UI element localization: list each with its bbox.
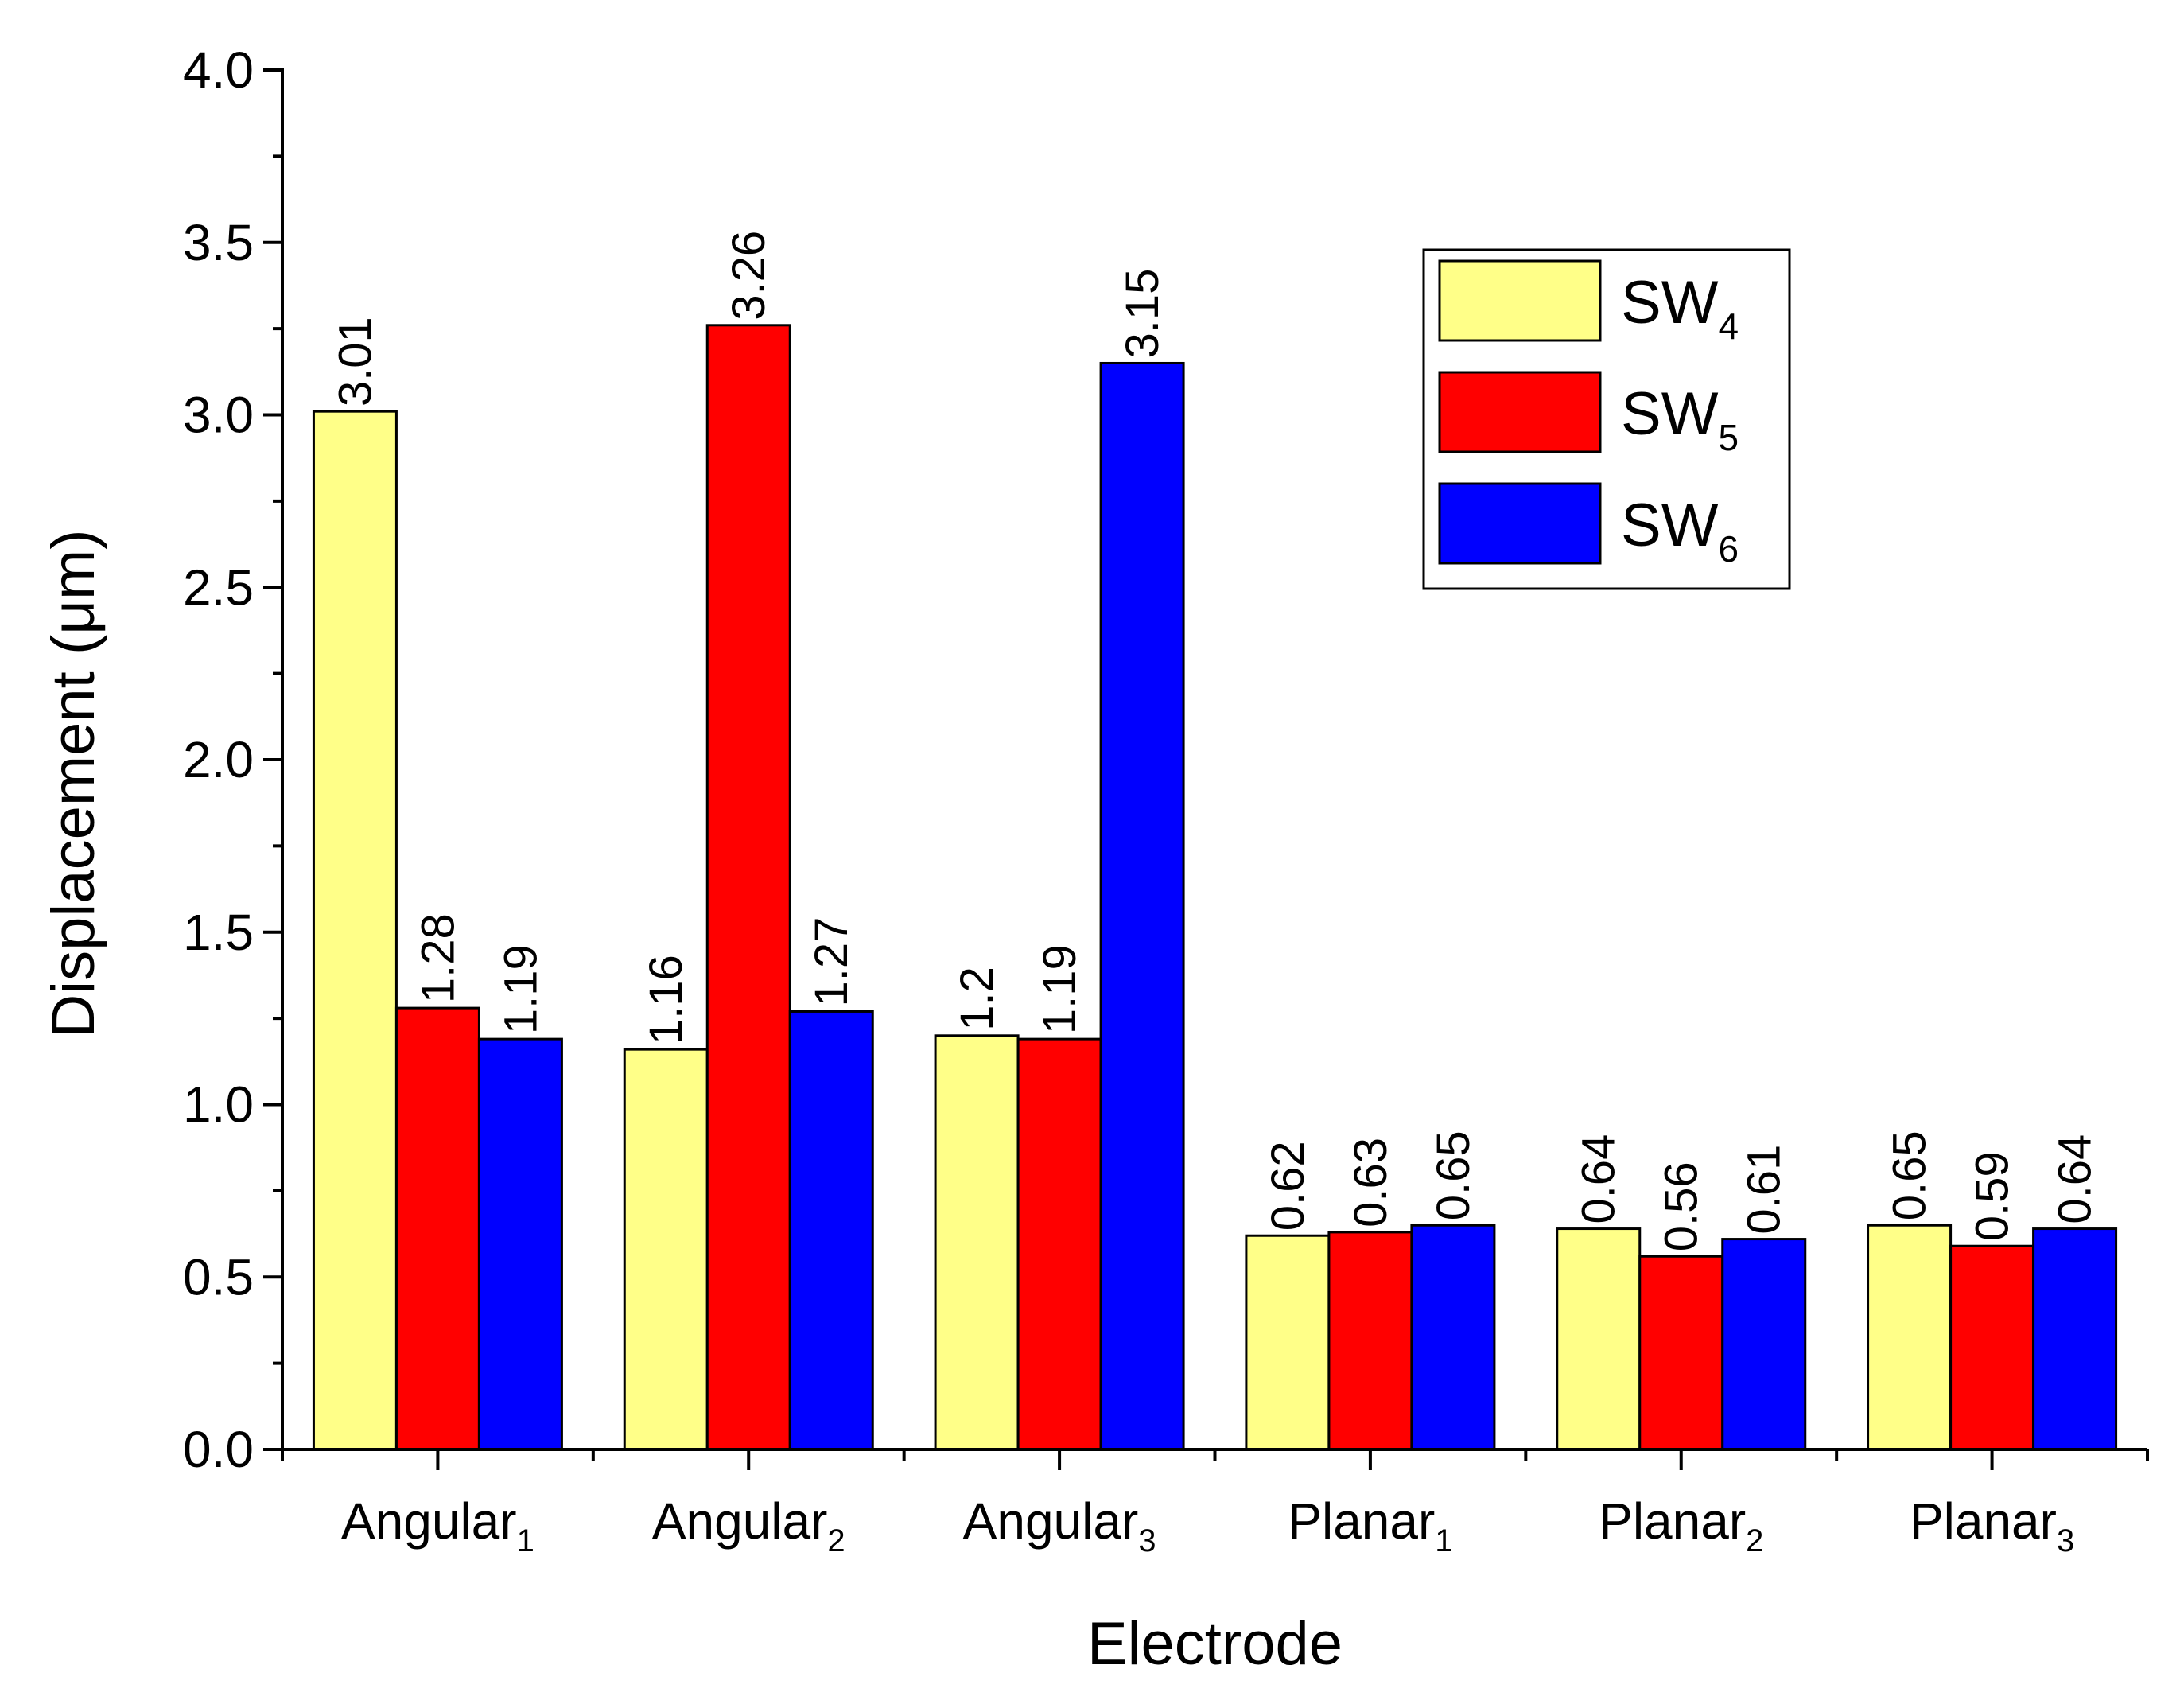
bar-sw6-angular1 bbox=[477, 1037, 563, 1451]
x-tick-label: Angular3 bbox=[963, 1492, 1156, 1558]
y-tick-label: 4.0 bbox=[183, 41, 254, 99]
data-label: 1.16 bbox=[640, 955, 692, 1045]
x-tick-label-base: Planar bbox=[1288, 1492, 1435, 1550]
x-tick-label: Planar1 bbox=[1288, 1492, 1452, 1558]
y-tick-label: 3.0 bbox=[183, 387, 254, 444]
bar-sw5-planar1 bbox=[1327, 1231, 1413, 1451]
legend-swatch-sw5 bbox=[1438, 371, 1602, 453]
bar-sw5-angular2 bbox=[705, 324, 791, 1451]
y-axis-title: Displacement (μm) bbox=[40, 529, 107, 1037]
bar-sw5-planar2 bbox=[1638, 1255, 1724, 1451]
data-label: 0.56 bbox=[1656, 1161, 1708, 1251]
x-tick-label-base: Planar bbox=[1910, 1492, 2057, 1550]
legend-label-subscript: 5 bbox=[1718, 417, 1739, 458]
x-tick-label-subscript: 3 bbox=[1138, 1523, 1156, 1558]
data-label: 1.27 bbox=[806, 917, 857, 1007]
x-tick-label-base: Angular bbox=[963, 1492, 1139, 1550]
bar-sw4-planar1 bbox=[1245, 1234, 1331, 1451]
x-tick-label-base: Angular bbox=[341, 1492, 517, 1550]
data-label: 0.61 bbox=[1739, 1145, 1790, 1235]
data-label: 1.19 bbox=[495, 944, 546, 1034]
legend-swatch-sw4 bbox=[1438, 259, 1602, 342]
x-tick-label-base: Planar bbox=[1599, 1492, 1746, 1550]
x-tick-label: Planar2 bbox=[1599, 1492, 1763, 1558]
legend-label-base: SW bbox=[1621, 380, 1719, 448]
bar-sw4-angular2 bbox=[623, 1048, 709, 1451]
legend-label-base: SW bbox=[1621, 269, 1719, 337]
bar-sw6-planar3 bbox=[2032, 1227, 2118, 1451]
bar-sw6-angular2 bbox=[788, 1010, 874, 1451]
bar-sw5-angular3 bbox=[1016, 1037, 1102, 1451]
bar-sw4-planar2 bbox=[1556, 1227, 1642, 1451]
x-tick-label: Angular2 bbox=[652, 1492, 845, 1558]
y-tick-label: 1.0 bbox=[183, 1076, 254, 1134]
legend-label-subscript: 6 bbox=[1718, 528, 1739, 570]
data-label: 0.64 bbox=[1573, 1134, 1625, 1224]
data-label: 1.28 bbox=[412, 913, 464, 1003]
x-axis-title: Electrode bbox=[1087, 1610, 1343, 1678]
y-tick-label: 3.5 bbox=[183, 214, 254, 271]
bar-sw6-planar2 bbox=[1721, 1238, 1807, 1451]
data-label: 0.64 bbox=[2050, 1134, 2101, 1224]
data-label: 3.01 bbox=[329, 317, 381, 407]
bar-sw4-angular1 bbox=[312, 410, 398, 1451]
legend-label: SW4 bbox=[1621, 269, 1739, 347]
data-label: 1.2 bbox=[951, 967, 1003, 1031]
axis-titles: Electrode Displacement (μm) bbox=[40, 529, 1343, 1678]
data-label: 3.26 bbox=[723, 231, 775, 321]
y-tick-label: 2.5 bbox=[183, 558, 254, 616]
bar-sw5-planar3 bbox=[1949, 1244, 2035, 1451]
y-tick-label: 1.5 bbox=[183, 904, 254, 961]
bars-layer bbox=[312, 324, 2118, 1451]
legend-label: SW5 bbox=[1621, 380, 1739, 458]
y-tick-label: 2.0 bbox=[183, 731, 254, 788]
x-tick-label-subscript: 1 bbox=[1435, 1523, 1452, 1558]
bar-sw6-angular3 bbox=[1099, 361, 1185, 1451]
legend-label-subscript: 4 bbox=[1718, 305, 1739, 347]
data-label: 0.65 bbox=[1428, 1130, 1479, 1220]
y-tick-label: 0.5 bbox=[183, 1248, 254, 1305]
bar-sw4-angular3 bbox=[934, 1034, 1020, 1451]
legend-label: SW6 bbox=[1621, 492, 1739, 570]
legend-label-base: SW bbox=[1621, 492, 1719, 559]
data-label: 0.62 bbox=[1262, 1141, 1314, 1231]
x-tick-label-subscript: 3 bbox=[2057, 1523, 2074, 1558]
x-tick-label-base: Angular bbox=[652, 1492, 828, 1550]
x-tick-label-subscript: 1 bbox=[517, 1523, 534, 1558]
data-label: 0.59 bbox=[1967, 1151, 2019, 1241]
data-label: 0.65 bbox=[1884, 1130, 1936, 1220]
legend-swatch-sw6 bbox=[1438, 482, 1602, 565]
data-labels-layer: 3.01 1.28 1.19 1.16 3.26 1.27 1.2 1.19 3.15 0.62 0… bbox=[329, 231, 2100, 1251]
data-label: 0.63 bbox=[1345, 1138, 1397, 1227]
x-tick-label-subscript: 2 bbox=[1746, 1523, 1763, 1558]
data-label: 1.19 bbox=[1034, 944, 1086, 1034]
x-tick-label: Planar3 bbox=[1910, 1492, 2074, 1558]
bar-sw4-planar3 bbox=[1867, 1224, 1953, 1451]
x-tick-label-subscript: 2 bbox=[827, 1523, 845, 1558]
bar-sw6-planar1 bbox=[1410, 1224, 1496, 1451]
data-label: 3.15 bbox=[1117, 269, 1168, 359]
x-tick-label: Angular1 bbox=[341, 1492, 534, 1558]
y-tick-label: 0.0 bbox=[183, 1421, 254, 1478]
bar-sw5-angular1 bbox=[394, 1006, 480, 1451]
